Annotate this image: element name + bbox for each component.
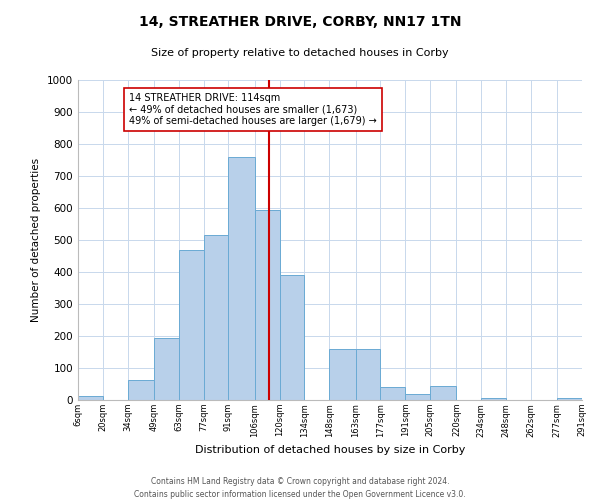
Bar xyxy=(405,394,430,400)
Bar xyxy=(557,398,582,400)
Bar xyxy=(280,275,304,400)
Bar xyxy=(356,349,380,400)
Bar xyxy=(380,386,405,400)
Bar xyxy=(78,396,103,400)
Text: 14 STREATHER DRIVE: 114sqm
← 49% of detached houses are smaller (1,673)
49% of s: 14 STREATHER DRIVE: 114sqm ← 49% of deta… xyxy=(129,93,377,126)
Y-axis label: Number of detached properties: Number of detached properties xyxy=(31,158,41,322)
Text: Contains public sector information licensed under the Open Government Licence v3: Contains public sector information licen… xyxy=(134,490,466,499)
Bar xyxy=(179,250,203,400)
Bar xyxy=(481,398,506,400)
Bar xyxy=(229,157,255,400)
Text: Size of property relative to detached houses in Corby: Size of property relative to detached ho… xyxy=(151,48,449,58)
X-axis label: Distribution of detached houses by size in Corby: Distribution of detached houses by size … xyxy=(195,445,465,455)
Bar xyxy=(430,386,457,400)
Bar xyxy=(329,349,356,400)
Bar xyxy=(203,235,229,400)
Text: 14, STREATHER DRIVE, CORBY, NN17 1TN: 14, STREATHER DRIVE, CORBY, NN17 1TN xyxy=(139,15,461,29)
Text: Contains HM Land Registry data © Crown copyright and database right 2024.: Contains HM Land Registry data © Crown c… xyxy=(151,478,449,486)
Bar xyxy=(154,338,179,400)
Bar xyxy=(128,380,154,400)
Bar xyxy=(255,210,280,400)
